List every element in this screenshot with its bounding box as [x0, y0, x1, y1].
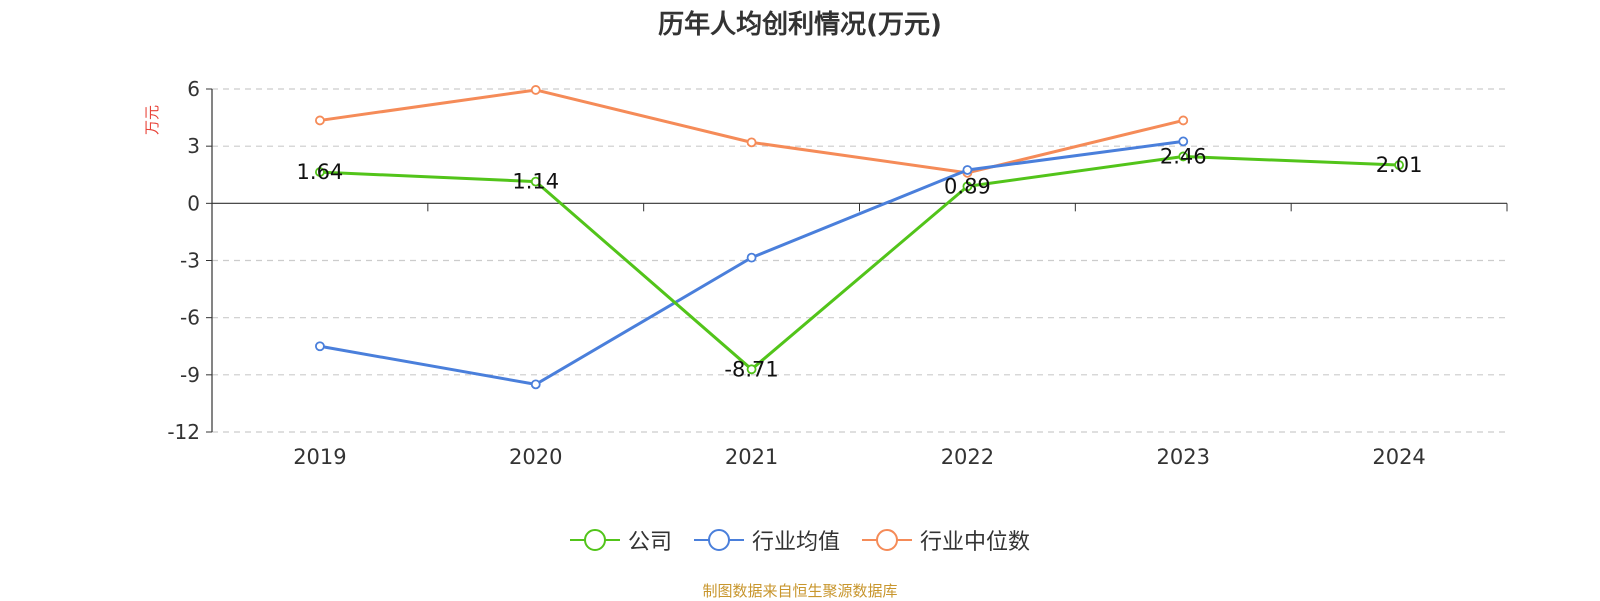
legend-label-company: 公司 — [627, 530, 672, 555]
data-point[interactable] — [746, 137, 757, 148]
data-point[interactable] — [1178, 136, 1189, 147]
y-tick-label: 6 — [187, 77, 200, 101]
data-point[interactable] — [962, 165, 973, 175]
x-tick-label: 2022 — [941, 445, 994, 469]
data-point[interactable] — [530, 379, 541, 390]
data-point[interactable] — [315, 167, 325, 177]
y-axis-label: 万元 — [143, 105, 161, 135]
data-point[interactable] — [315, 341, 325, 352]
data-point[interactable] — [962, 181, 973, 192]
data-label: 2.46 — [1160, 144, 1207, 168]
series-layer — [315, 85, 1404, 390]
data-point[interactable] — [746, 252, 757, 263]
data-label-layer: 1.64 1.14 -8.71 0.89 2.46 2.01 — [297, 144, 1423, 381]
x-tick-label: 2023 — [1157, 445, 1210, 469]
legend-item-industry-median[interactable]: 行业中位数 — [862, 524, 1030, 556]
series-line — [319, 154, 1400, 371]
grid-layer — [212, 88, 1507, 433]
legend-item-industry-avg[interactable]: 行业均值 — [693, 524, 840, 556]
legend-label-industry-median: 行业中位数 — [920, 530, 1031, 555]
data-label: 2.01 — [1376, 153, 1423, 177]
data-point[interactable] — [746, 364, 757, 375]
chart-legend: 公司 行业均值 行业中位数 — [0, 524, 1600, 556]
x-tick-label: 2019 — [293, 445, 346, 469]
y-tick-label: -6 — [180, 306, 200, 330]
legend-label-industry-avg: 行业均值 — [751, 530, 840, 555]
legend-line-marker-icon — [569, 529, 620, 551]
data-point[interactable] — [1178, 115, 1189, 126]
axis-layer: 6 3 0 -3 -6 -9 -12 2019 2020 2021 2022 2023 2024 万元 — [143, 77, 1508, 469]
x-tick-label: 2024 — [1372, 445, 1425, 469]
series-line — [319, 88, 1184, 175]
legend-item-company[interactable]: 公司 — [569, 524, 672, 556]
x-tick-label: 2021 — [725, 445, 778, 469]
data-point[interactable] — [1394, 160, 1404, 170]
data-label: -8.71 — [724, 357, 778, 381]
y-tick-label: 3 — [187, 134, 200, 158]
legend-line-marker-icon — [693, 529, 744, 551]
data-label: 1.64 — [297, 160, 344, 184]
y-tick-label: -9 — [180, 363, 200, 387]
y-tick-label: -3 — [180, 249, 200, 273]
y-tick-label: -12 — [167, 420, 200, 444]
data-label: 1.14 — [512, 170, 559, 194]
data-point[interactable] — [1178, 151, 1189, 162]
data-point[interactable] — [530, 176, 541, 187]
data-source-note: 制图数据来自恒生聚源数据库 — [702, 582, 898, 600]
chart-title: 历年人均创利情况(万元) — [658, 10, 942, 40]
data-point[interactable] — [315, 115, 325, 126]
legend-line-marker-icon — [862, 529, 912, 551]
y-tick-label: 0 — [187, 191, 200, 215]
x-tick-label: 2020 — [509, 445, 562, 469]
data-label: 0.89 — [944, 174, 991, 198]
data-point[interactable] — [530, 85, 541, 95]
